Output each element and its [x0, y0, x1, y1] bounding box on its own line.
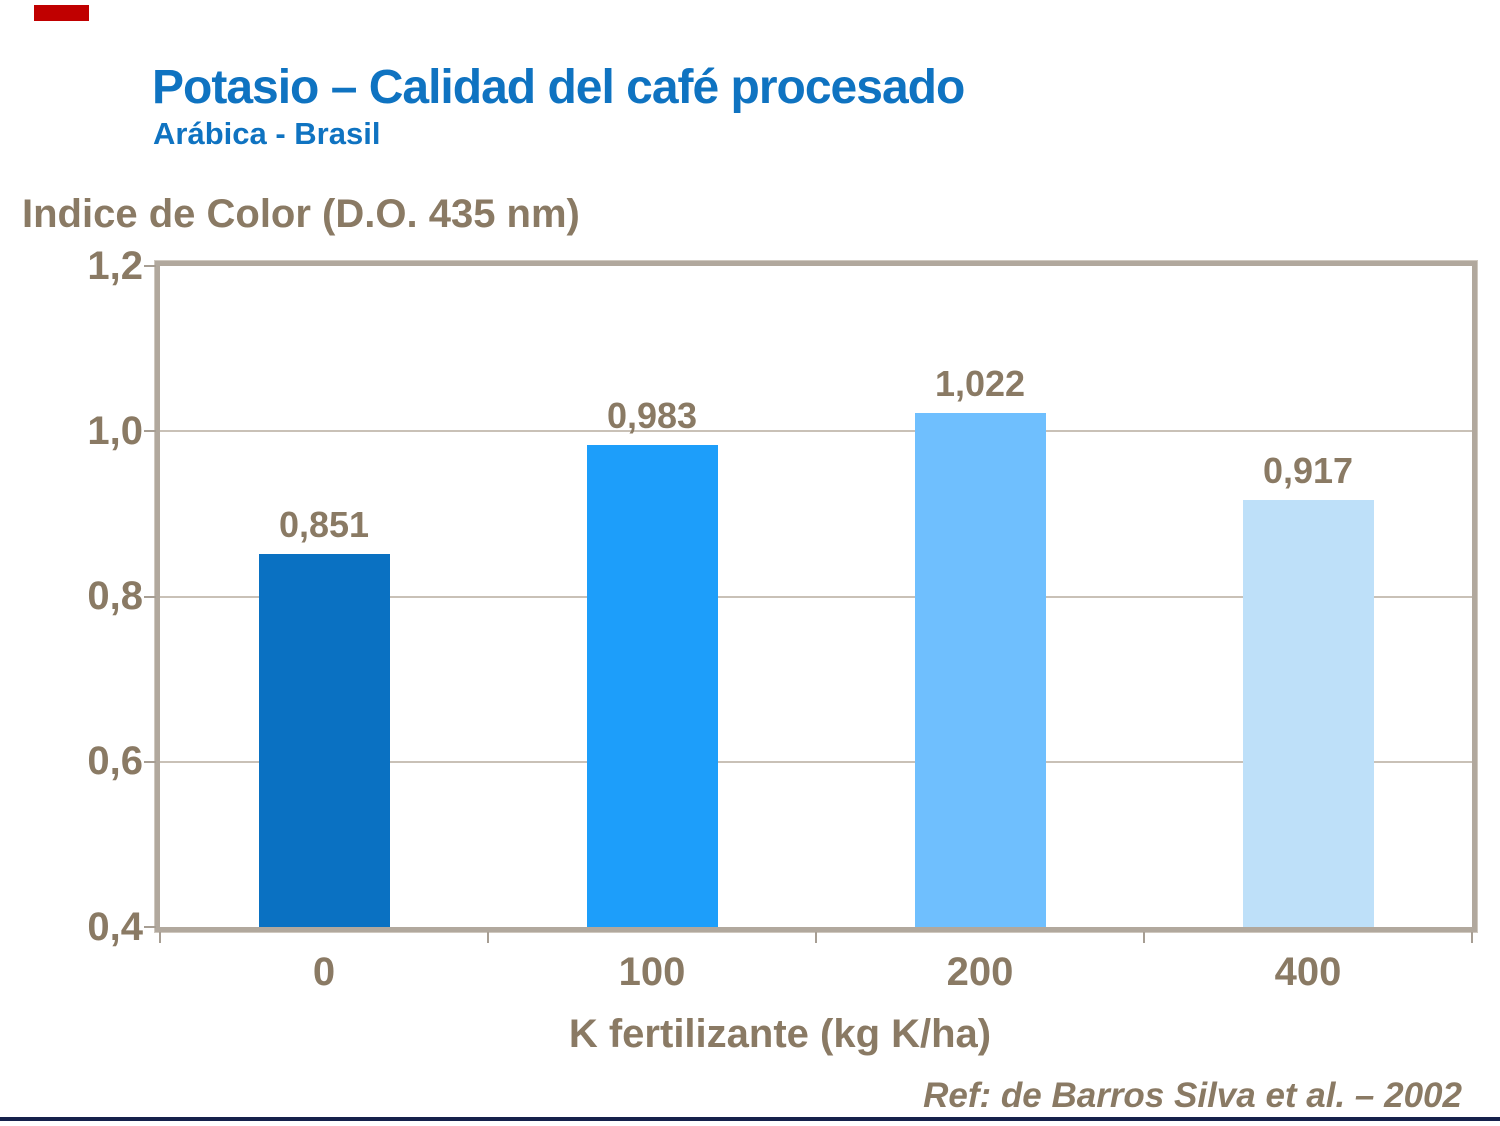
- x-tick-label: 0: [312, 950, 336, 994]
- x-tick-mark: [1143, 932, 1145, 943]
- y-tick-mark: [144, 760, 156, 763]
- x-tick-mark: [1471, 932, 1473, 943]
- bar-value-label: 0,851: [278, 504, 370, 546]
- y-tick-mark: [144, 430, 156, 433]
- y-tick-label: 1,2: [87, 243, 143, 288]
- x-axis-title: K fertilizante (kg K/ha): [568, 1012, 992, 1056]
- y-tick-label: 0,8: [87, 574, 143, 618]
- y-tick-label: 0,4: [87, 904, 143, 949]
- bar-400: [1242, 499, 1374, 927]
- gridline: [160, 760, 1472, 763]
- y-tick-label: 0,6: [87, 739, 143, 784]
- y-tick-label: 1,0: [87, 408, 143, 453]
- y-tick-mark: [144, 265, 156, 267]
- x-tick-label: 200: [946, 950, 1014, 994]
- page-title: Potasio – Calidad del café procesado: [152, 61, 965, 114]
- bottom-rule: [0, 1117, 1500, 1121]
- bar-value-label: 0,983: [606, 395, 698, 437]
- bar-200: [914, 413, 1046, 927]
- gridline: [160, 430, 1472, 433]
- bar-value-label: 0,917: [1262, 449, 1354, 491]
- page-subtitle: Arábica - Brasil: [153, 116, 381, 151]
- x-tick-label: 400: [1274, 950, 1342, 994]
- x-tick-label: 100: [618, 950, 686, 994]
- bar-100: [586, 445, 718, 927]
- logo-mark: [34, 5, 89, 21]
- y-tick-mark: [144, 595, 156, 598]
- y-tick-mark: [144, 926, 156, 928]
- x-tick-mark: [159, 932, 161, 943]
- gridline: [160, 595, 1472, 598]
- x-tick-mark: [487, 932, 489, 943]
- chart-plot-area: [155, 261, 1477, 932]
- reference-text: Ref: de Barros Silva et al. – 2002: [923, 1076, 1462, 1115]
- x-tick-mark: [815, 932, 817, 943]
- bar-value-label: 1,022: [934, 363, 1026, 405]
- y-axis-title: Indice de Color (D.O. 435 nm): [22, 192, 580, 236]
- bar-0: [258, 554, 390, 927]
